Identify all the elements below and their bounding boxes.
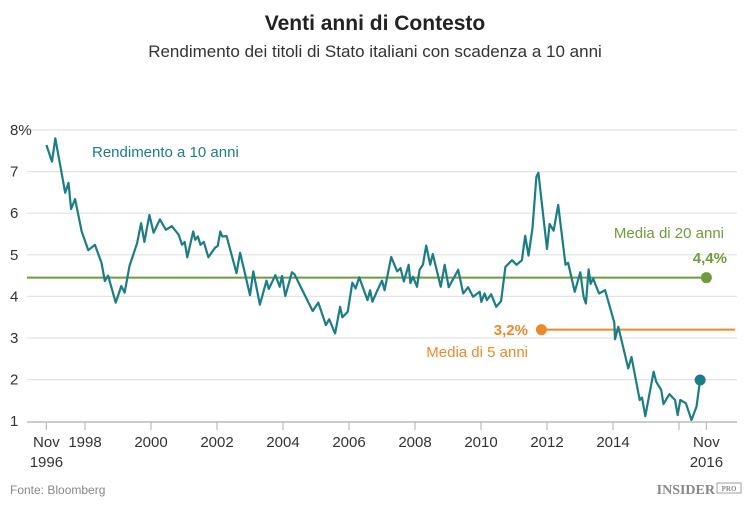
x-tick-label: 2010 xyxy=(464,434,497,451)
x-tick-label: 2012 xyxy=(530,434,563,451)
reference-marker xyxy=(535,324,547,336)
y-tick-label: 5 xyxy=(10,247,18,264)
y-tick-label: 4 xyxy=(10,288,18,305)
x-tick-label: Nov xyxy=(33,434,60,451)
ref-value-5y: 3,2% xyxy=(494,322,528,339)
source-note: Fonte: Bloomberg xyxy=(10,483,105,497)
logo-badge: PRO xyxy=(722,485,737,493)
x-axis: Nov 1996 1998 2000 2002 2004 2006 2008 2010 2012 2… xyxy=(30,422,723,471)
logo-text: INSIDER xyxy=(657,483,716,498)
y-tick-label: 2 xyxy=(10,372,18,389)
series xyxy=(45,137,706,422)
grid xyxy=(27,129,737,381)
chart-title: Venti anni di Contesto xyxy=(265,12,486,35)
series-line xyxy=(45,137,702,422)
y-tick-label: 3 xyxy=(10,330,18,347)
ref-value-20y: 4,4% xyxy=(693,250,727,267)
x-tick-label: 2008 xyxy=(398,434,431,451)
reference-marker xyxy=(700,272,712,284)
y-tick-label: 6 xyxy=(10,205,18,222)
series-label: Rendimento a 10 anni xyxy=(92,144,239,161)
x-tick-label: 2006 xyxy=(332,434,365,451)
x-tick-label: 2000 xyxy=(134,434,167,451)
x-tick-label: 1996 xyxy=(30,454,63,471)
x-tick-label: 2014 xyxy=(596,434,629,451)
x-tick-label: Nov xyxy=(693,434,720,451)
chart-subtitle: Rendimento dei titoli di Stato italiani … xyxy=(148,42,602,61)
ref-label-20y: Media di 20 anni xyxy=(614,225,724,242)
y-tick-label: 7 xyxy=(10,164,18,181)
y-tick-label: 8% xyxy=(10,122,32,139)
x-tick-label: 1998 xyxy=(68,434,101,451)
x-tick-label: 2004 xyxy=(266,434,299,451)
ref-label-5y: Media di 5 anni xyxy=(426,344,528,361)
series-end-marker xyxy=(694,374,706,386)
y-axis: 8% 7 6 5 4 3 2 1 xyxy=(10,122,32,430)
insider-pro-logo: INSIDER PRO xyxy=(657,482,742,498)
x-tick-label: 2002 xyxy=(200,434,233,451)
x-tick-label: 2016 xyxy=(690,454,723,471)
y-tick-label: 1 xyxy=(10,413,18,430)
